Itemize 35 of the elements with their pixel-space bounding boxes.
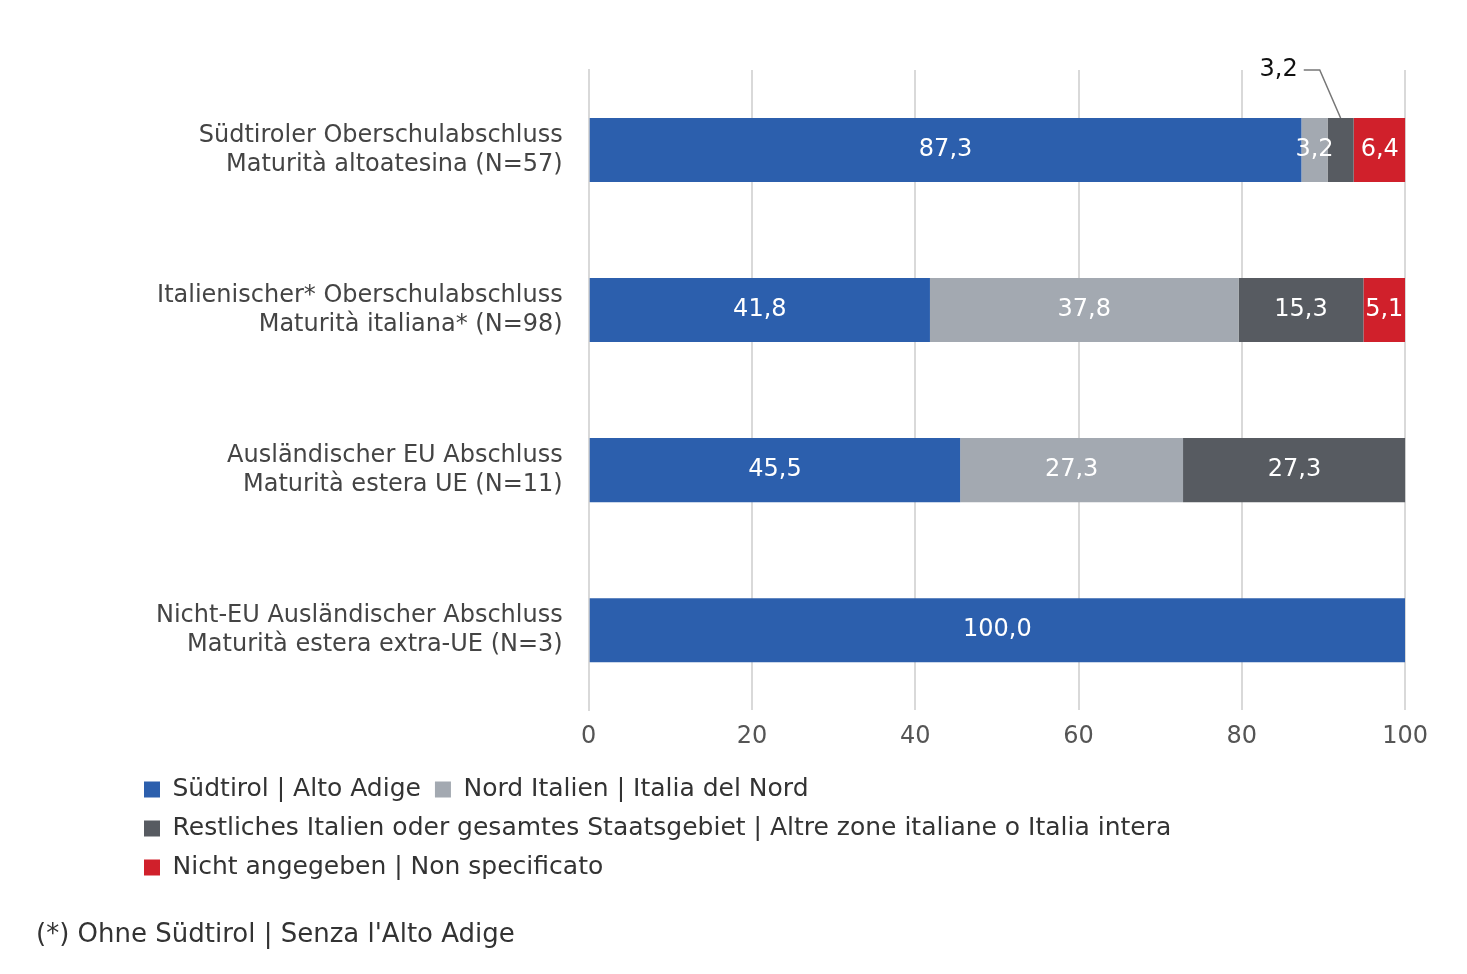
data-label: 37,8	[1057, 294, 1111, 323]
bar	[1238, 278, 1364, 343]
y-tick-label: Italienischer* Oberschulabschluss Maturità italiana* (N=98)	[157, 279, 563, 337]
legend-label: Restliches Italien oder gesamtes Staatsgebiet | Altre zone italiane o Italia intera	[172, 812, 1172, 841]
bar	[589, 438, 961, 503]
data-label: 3,2	[1259, 54, 1298, 83]
y-tick-label: Südtiroler Oberschulabschluss Maturità altoatesina (N=57)	[198, 119, 563, 177]
legend-label: Südtirol | Alto Adige	[172, 773, 421, 802]
legend-label: Nicht angegeben | Non specificato	[172, 851, 604, 880]
data-label: 27,3	[1044, 454, 1099, 483]
bar	[1353, 118, 1406, 183]
data-label: 45,5	[748, 454, 802, 483]
bar	[589, 598, 1406, 663]
y-tick-label: Ausländischer EU Abschluss Maturità estera UE (N=11)	[227, 439, 563, 497]
data-label: 6,4	[1360, 134, 1399, 163]
bar	[589, 278, 930, 343]
data-label: 41,8	[733, 294, 787, 323]
data-label: 5,1	[1365, 294, 1404, 323]
data-label: 100,0	[963, 614, 1032, 643]
bar	[960, 438, 1184, 503]
text: (*) Ohne Südtirol | Senza l'Alto Adige	[36, 918, 515, 948]
data-label: 27,3	[1267, 454, 1322, 483]
bar	[929, 278, 1239, 343]
y-tick-label: Nicht-EU Ausländischer Abschluss Maturità estera extra-UE (N=3)	[156, 600, 563, 657]
x-tick-label: 80	[1226, 720, 1258, 749]
bar	[1363, 278, 1406, 343]
x-tick-label: 20	[736, 720, 768, 749]
x-tick-label: 40	[899, 720, 931, 749]
x-tick-label: 60	[1063, 720, 1094, 749]
bar	[1183, 438, 1406, 503]
x-tick-label: 0	[581, 720, 597, 749]
data-label: 87,3	[918, 134, 973, 163]
x-tick-label: 100	[1382, 720, 1428, 749]
legend-label: Nord Italien | Italia del Nord	[463, 773, 809, 802]
data-label: 15,3	[1274, 294, 1328, 323]
